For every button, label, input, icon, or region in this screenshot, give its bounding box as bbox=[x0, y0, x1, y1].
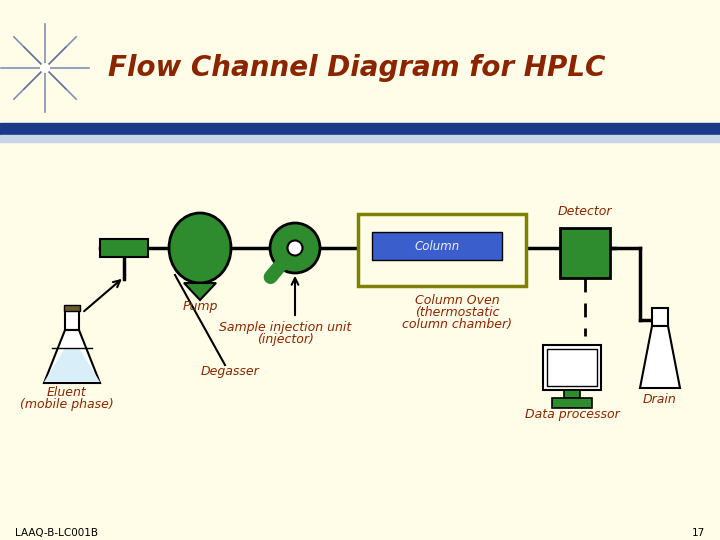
Bar bbox=[372, 232, 502, 260]
Text: column chamber): column chamber) bbox=[402, 318, 512, 331]
Bar bbox=[547, 349, 597, 386]
Text: Drain: Drain bbox=[643, 393, 677, 406]
Bar bbox=[0, 123, 720, 135]
Text: Degasser: Degasser bbox=[201, 365, 259, 378]
Bar bbox=[0, 135, 720, 142]
Text: Pump: Pump bbox=[182, 300, 217, 313]
Bar bbox=[560, 228, 610, 278]
Ellipse shape bbox=[40, 63, 50, 73]
Ellipse shape bbox=[169, 213, 231, 283]
Ellipse shape bbox=[270, 223, 320, 273]
Text: Sample injection unit: Sample injection unit bbox=[219, 321, 351, 334]
Text: (thermostatic: (thermostatic bbox=[415, 306, 499, 319]
Polygon shape bbox=[44, 348, 100, 382]
Ellipse shape bbox=[287, 240, 302, 255]
Polygon shape bbox=[184, 283, 216, 300]
Text: Column Oven: Column Oven bbox=[415, 294, 499, 307]
Polygon shape bbox=[44, 330, 100, 383]
Text: Column: Column bbox=[415, 240, 459, 253]
Bar bbox=[100, 239, 148, 257]
Text: 17: 17 bbox=[692, 528, 705, 538]
Bar bbox=[564, 390, 580, 398]
Bar bbox=[543, 345, 601, 390]
Bar bbox=[652, 308, 668, 326]
Text: Eluent: Eluent bbox=[47, 386, 87, 399]
Bar bbox=[65, 308, 79, 330]
Text: (injector): (injector) bbox=[256, 333, 313, 346]
Text: LAAQ-B-LC001B: LAAQ-B-LC001B bbox=[15, 528, 98, 538]
Bar bbox=[64, 305, 80, 311]
Bar bbox=[358, 214, 526, 286]
Text: (mobile phase): (mobile phase) bbox=[20, 398, 114, 411]
Text: Flow Channel Diagram for HPLC: Flow Channel Diagram for HPLC bbox=[108, 54, 606, 82]
Bar bbox=[552, 398, 592, 408]
Polygon shape bbox=[640, 326, 680, 388]
Text: Detector: Detector bbox=[558, 205, 612, 218]
Text: Data processor: Data processor bbox=[525, 408, 619, 421]
